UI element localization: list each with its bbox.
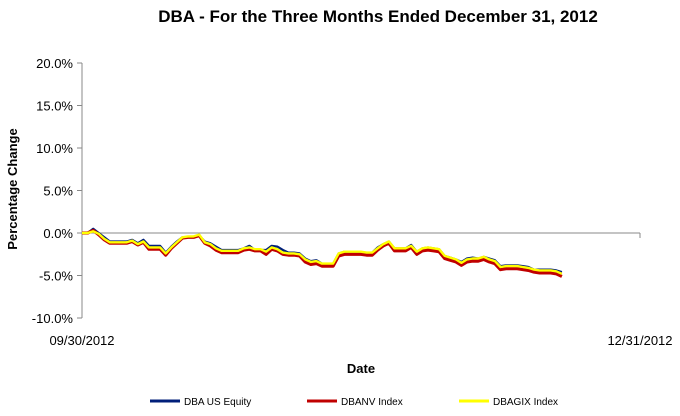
legend: DBA US Equity DBANV Index DBAGIX Index xyxy=(150,397,558,408)
y-tick-label: 10.0% xyxy=(36,141,73,156)
legend-item: DBANV Index xyxy=(307,397,403,408)
x-tick-label: 12/31/2012 xyxy=(607,333,672,348)
y-axis-label: Percentage Change xyxy=(5,128,20,249)
legend-label: DBA US Equity xyxy=(184,397,251,408)
legend-item: DBA US Equity xyxy=(150,397,251,408)
y-tick-label: 5.0% xyxy=(43,184,73,199)
series-line-dbanv-index xyxy=(82,228,563,278)
x-axis-label: Date xyxy=(347,361,375,376)
y-tick-label: 0.0% xyxy=(43,226,73,241)
series-group xyxy=(82,227,563,278)
series-line-dbagix-index xyxy=(82,230,563,275)
chart-title: DBA - For the Three Months Ended Decembe… xyxy=(158,7,598,26)
legend-label: DBAGIX Index xyxy=(493,397,558,408)
y-tick-label: -5.0% xyxy=(39,269,73,284)
x-axis-ticks: 09/30/2012 12/31/2012 xyxy=(49,233,673,348)
y-tick-label: 15.0% xyxy=(36,99,73,114)
y-tick-label: 20.0% xyxy=(36,56,73,71)
legend-label: DBANV Index xyxy=(341,397,403,408)
y-axis-ticks: 20.0% 15.0% 10.0% 5.0% 0.0% -5.0% -10.0% xyxy=(32,56,82,326)
legend-item: DBAGIX Index xyxy=(459,397,558,408)
x-tick-label: 09/30/2012 xyxy=(49,333,114,348)
y-tick-label: -10.0% xyxy=(32,311,74,326)
